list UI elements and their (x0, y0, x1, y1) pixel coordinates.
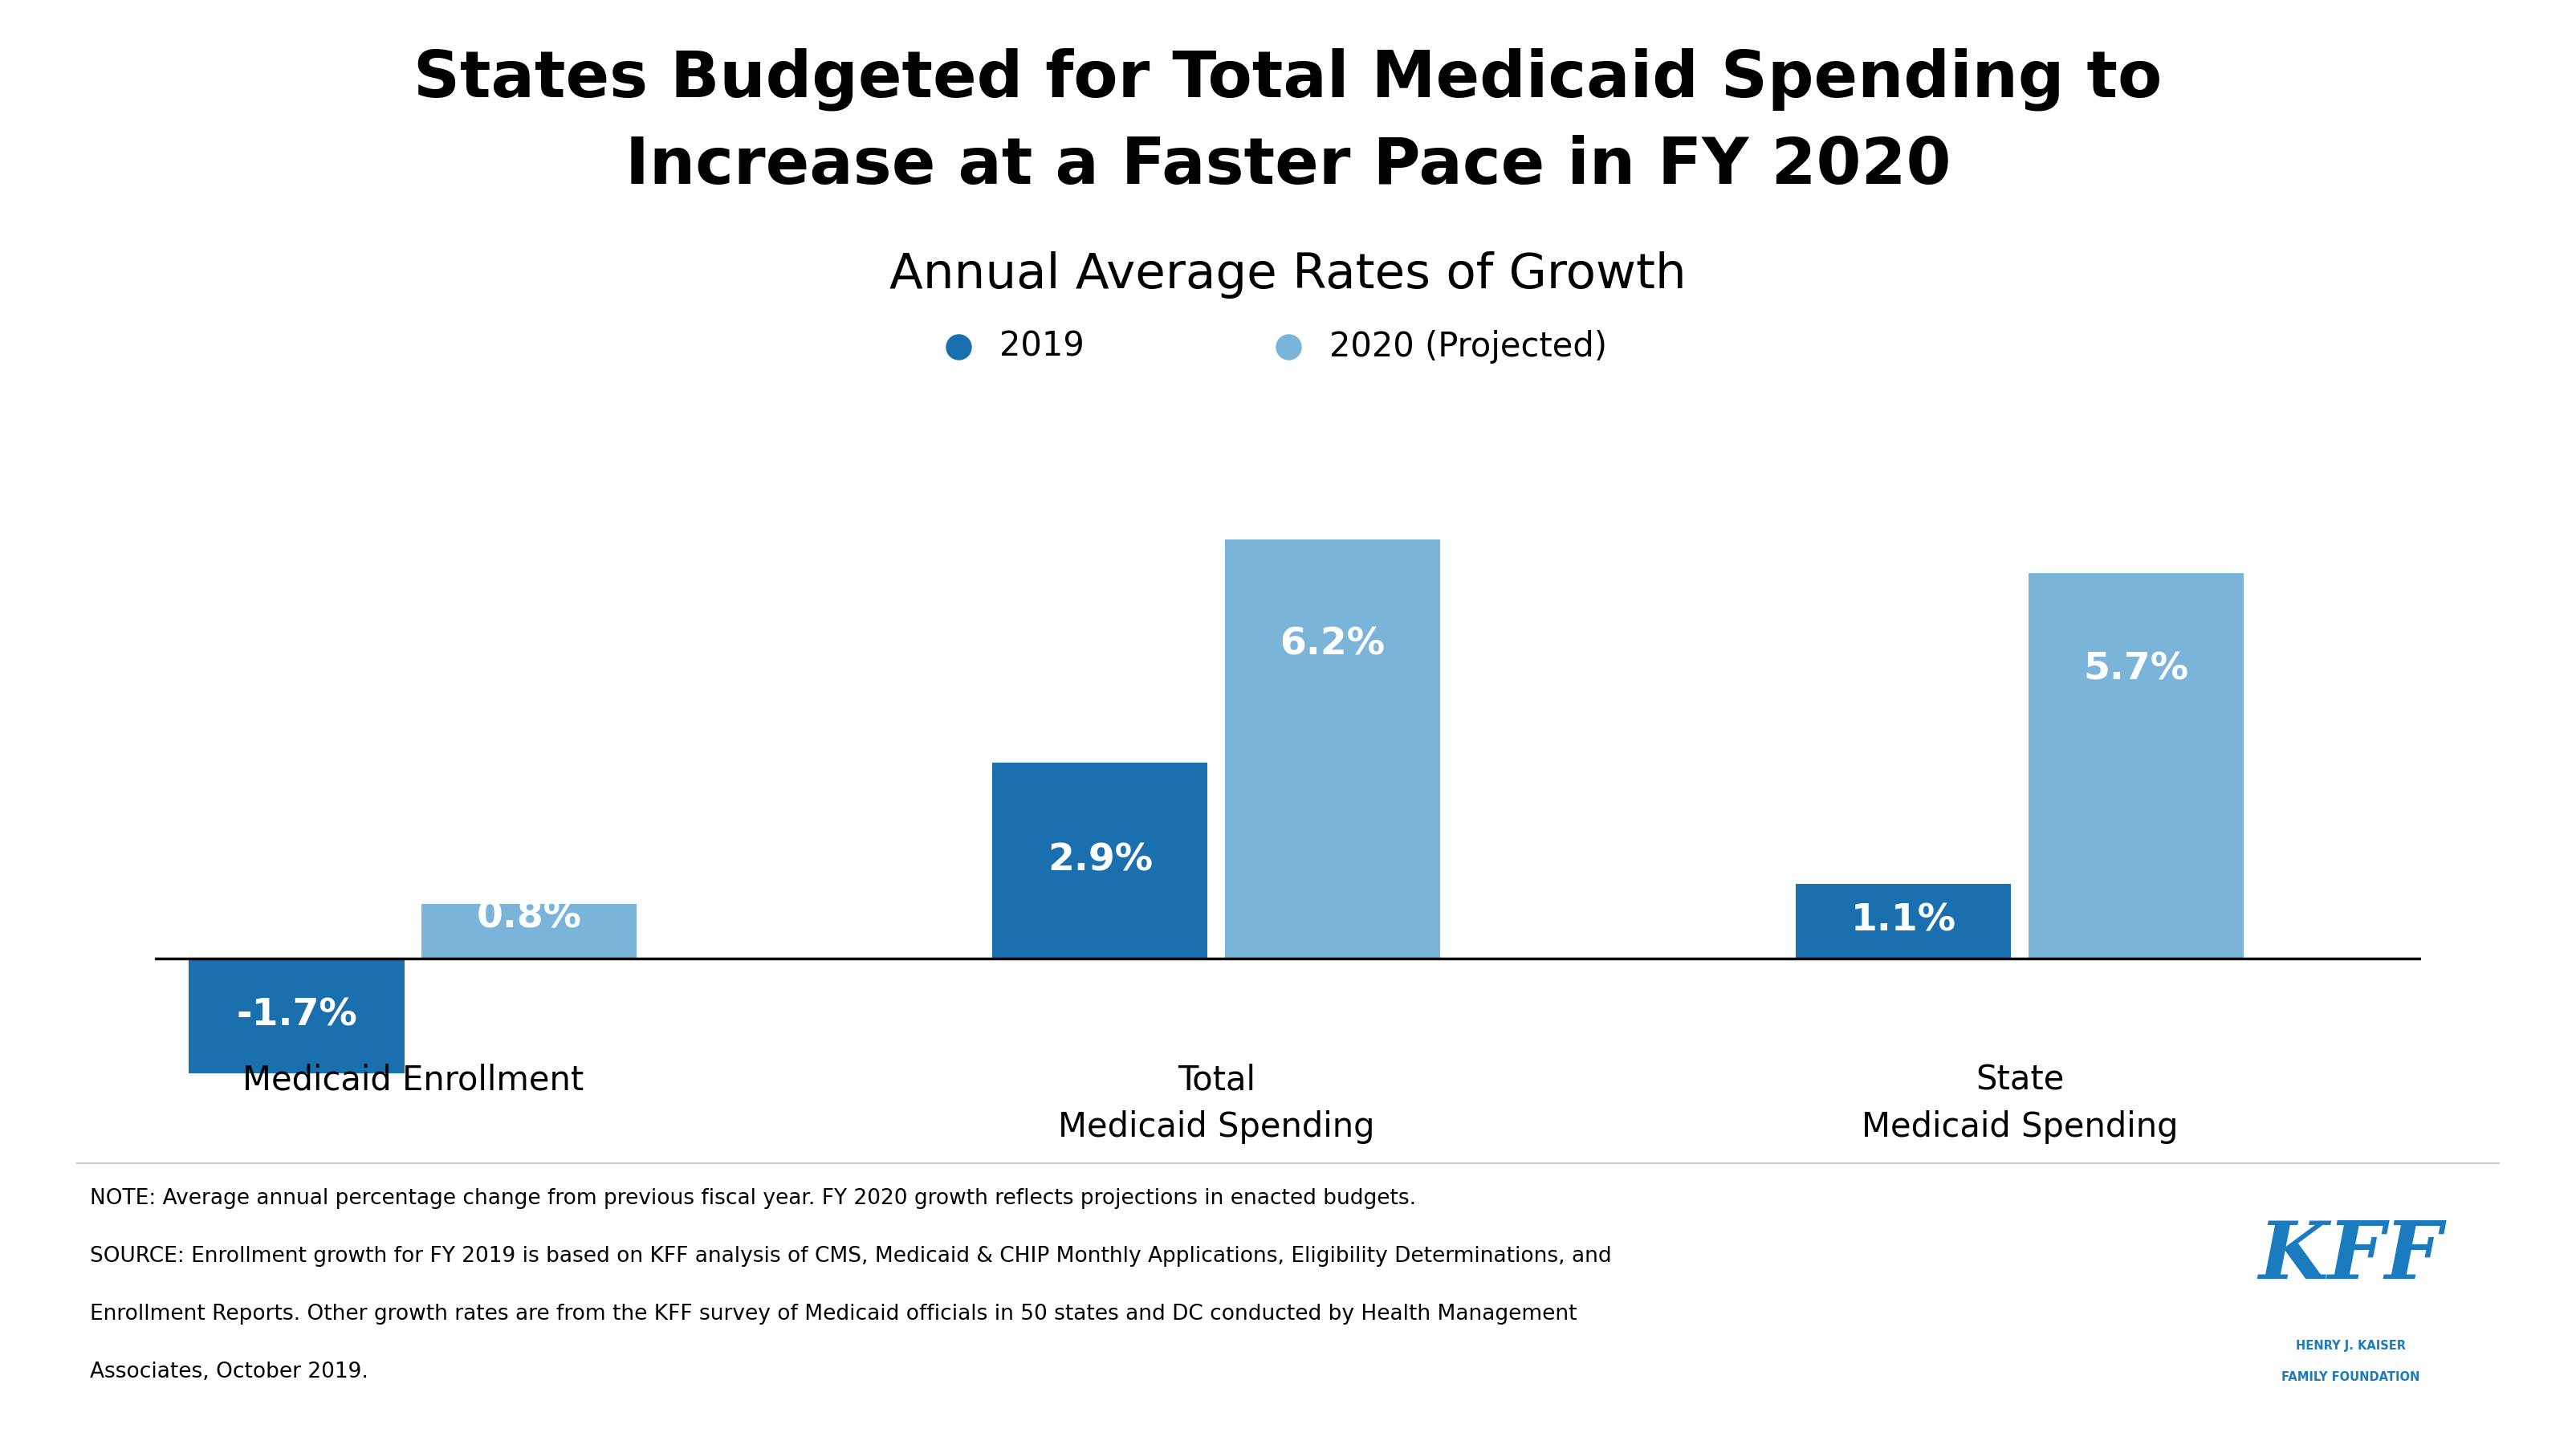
Text: HENRY J. KAISER: HENRY J. KAISER (2295, 1340, 2406, 1353)
Bar (1795, 884, 2012, 958)
Text: Annual Average Rates of Growth: Annual Average Rates of Growth (889, 251, 1687, 298)
Point (938, 335, 979, 358)
Text: NOTE: Average annual percentage change from previous fiscal year. FY 2020 growth: NOTE: Average annual percentage change f… (90, 1188, 1417, 1208)
Bar (188, 958, 404, 1074)
Text: KFF: KFF (2259, 1218, 2442, 1295)
Text: 2.9%: 2.9% (1048, 842, 1151, 879)
Text: SOURCE: Enrollment growth for FY 2019 is based on KFF analysis of CMS, Medicaid : SOURCE: Enrollment growth for FY 2019 is… (90, 1246, 1613, 1266)
Point (1267, 335, 1309, 358)
Text: -1.7%: -1.7% (237, 997, 358, 1033)
Bar (992, 763, 1208, 958)
Bar (422, 905, 636, 958)
Text: 1.1%: 1.1% (1852, 903, 1955, 939)
Text: States Budgeted for Total Medicaid Spending to: States Budgeted for Total Medicaid Spend… (415, 48, 2161, 111)
Text: Associates, October 2019.: Associates, October 2019. (90, 1361, 368, 1381)
Text: 5.7%: 5.7% (2084, 652, 2190, 688)
Text: Enrollment Reports. Other growth rates are from the KFF survey of Medicaid offic: Enrollment Reports. Other growth rates a… (90, 1303, 1577, 1324)
Bar (1224, 539, 1440, 958)
Text: Total
Medicaid Spending: Total Medicaid Spending (1059, 1064, 1376, 1143)
Text: FAMILY FOUNDATION: FAMILY FOUNDATION (2282, 1371, 2419, 1383)
Bar (2027, 574, 2244, 958)
Text: 0.8%: 0.8% (477, 900, 582, 936)
Text: 2020 (Projected): 2020 (Projected) (1329, 329, 1607, 364)
Text: 2019: 2019 (999, 329, 1084, 364)
Text: 6.2%: 6.2% (1280, 626, 1386, 662)
Text: State
Medicaid Spending: State Medicaid Spending (1862, 1064, 2179, 1143)
Text: Increase at a Faster Pace in FY 2020: Increase at a Faster Pace in FY 2020 (626, 134, 1950, 198)
Text: Medicaid Enrollment: Medicaid Enrollment (242, 1064, 585, 1097)
